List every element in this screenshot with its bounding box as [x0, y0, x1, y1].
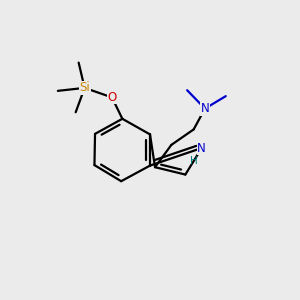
Text: O: O: [107, 91, 117, 104]
Text: Si: Si: [79, 81, 90, 94]
Text: N: N: [201, 102, 209, 115]
Text: N: N: [197, 142, 206, 154]
Text: H: H: [190, 156, 198, 167]
